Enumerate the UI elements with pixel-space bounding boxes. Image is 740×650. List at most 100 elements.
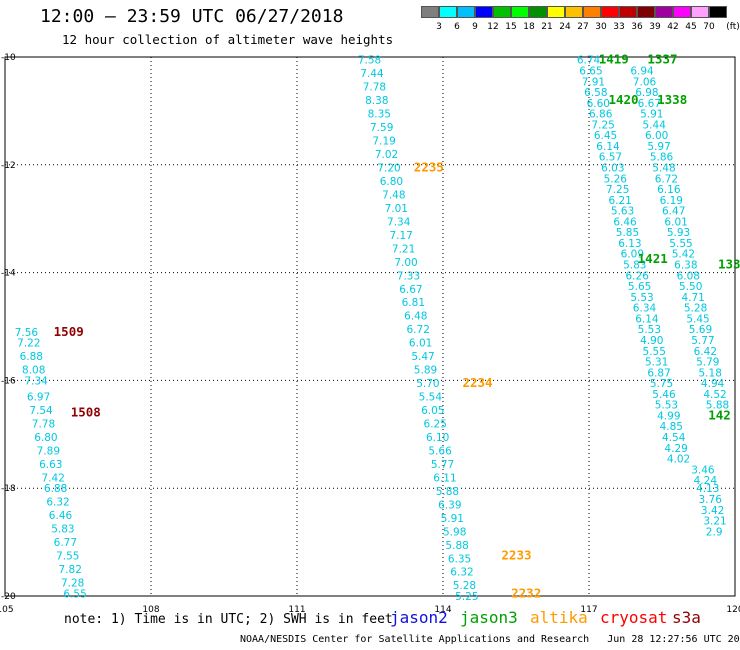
colorbar-swatch — [493, 6, 511, 18]
wave-height-value: 6.94 — [630, 65, 654, 77]
wave-height-value: 5.77 — [431, 459, 454, 471]
wave-height-value: 6.81 — [402, 297, 425, 309]
wave-height-value: 5.44 — [643, 119, 667, 131]
wave-height-value: 6.26 — [626, 270, 650, 282]
wave-height-value: 3.46 — [691, 464, 715, 476]
wave-height-value: 6.72 — [407, 324, 430, 336]
colorbar-swatch — [673, 6, 691, 18]
wave-height-value: 6.80 — [34, 432, 57, 444]
wave-height-value: 5.93 — [667, 227, 690, 239]
wave-height-value: 6.63 — [39, 459, 62, 471]
colorbar-tick-label: 12 — [487, 22, 499, 32]
wave-height-value: 7.44 — [360, 68, 384, 80]
colorbar-swatch — [421, 6, 439, 18]
wave-height-value: 5.53 — [630, 292, 653, 304]
colorbar-swatch — [619, 6, 637, 18]
note-text: note: 1) Time is in UTC; 2) SWH is in fe… — [64, 612, 393, 627]
colorbar-tick-label: 33 — [613, 22, 625, 32]
wave-height-value: 6.42 — [694, 346, 717, 358]
chart-title: 12:00 – 23:59 UTC 06/27/2018 — [40, 6, 344, 27]
wave-height-value: 5.83 — [51, 524, 74, 536]
wave-height-value: 7.21 — [392, 243, 415, 255]
wave-height-value: 7.06 — [633, 76, 657, 88]
wave-height-value: 6.01 — [409, 338, 432, 350]
wave-height-value: 5.50 — [679, 281, 702, 293]
wave-height-value: 7.78 — [32, 419, 55, 431]
wave-height-value: 6.60 — [587, 98, 610, 110]
x-tick-label: 111 — [288, 605, 305, 615]
wave-height-value: 6.25 — [424, 419, 447, 431]
colorbar-tick-label: 3 — [436, 22, 442, 32]
time-label: 1339 — [718, 257, 740, 272]
colorbar-swatch — [601, 6, 619, 18]
y-tick-label: -12 — [1, 161, 16, 171]
wave-height-value: 5.88 — [445, 540, 468, 552]
wave-height-value: 5.18 — [699, 367, 722, 379]
x-tick-label: 114 — [434, 605, 451, 615]
y-tick-label: -16 — [1, 376, 16, 386]
wave-height-value: 5.48 — [652, 162, 675, 174]
wave-height-value: 5.45 — [686, 313, 709, 325]
wave-height-value: 5.86 — [650, 152, 674, 164]
wave-height-value: 7.22 — [17, 338, 40, 350]
wave-height-value: 7.89 — [37, 445, 60, 457]
colorbar-swatch — [691, 6, 709, 18]
wave-height-value: 5.47 — [411, 351, 434, 363]
wave-height-value: 7.25 — [606, 184, 629, 196]
wave-height-value: 7.82 — [59, 564, 82, 576]
wave-height-value: 7.34 — [387, 216, 411, 228]
time-label: 2234 — [462, 375, 492, 390]
wave-height-value: 3.42 — [701, 505, 724, 517]
wave-height-value: 5.65 — [628, 281, 651, 293]
legend-s3a: s3a — [672, 608, 701, 627]
wave-height-value: 6.48 — [404, 311, 427, 323]
wave-height-value: 6.14 — [596, 141, 620, 153]
wave-height-value: 7.01 — [385, 203, 408, 215]
wave-height-value: 7.56 — [15, 327, 39, 339]
wave-height-value: 7.91 — [582, 76, 605, 88]
wave-height-value: 7.78 — [363, 82, 386, 94]
colorbar-swatch — [565, 6, 583, 18]
wave-height-value: 5.70 — [416, 378, 439, 390]
wave-height-value: 6.32 — [450, 567, 473, 579]
legend-jason3: jason3 — [460, 608, 518, 627]
wave-height-value: 6.72 — [655, 173, 678, 185]
wave-height-value: 6.39 — [438, 499, 461, 511]
x-tick-label: 117 — [580, 605, 597, 615]
wave-height-value: 6.65 — [579, 65, 602, 77]
legend-altika: altika — [530, 608, 588, 627]
colorbar-swatch — [529, 6, 547, 18]
y-tick-label: -18 — [1, 484, 16, 494]
wave-height-value: 7.28 — [61, 578, 84, 590]
wave-height-value: 7.02 — [375, 149, 398, 161]
wave-height-value: 6.47 — [662, 206, 685, 218]
wave-height-value: 6.88 — [20, 351, 43, 363]
time-label: 2233 — [501, 548, 531, 563]
wave-height-value: 3.76 — [699, 494, 723, 506]
wave-height-value: 5.54 — [419, 392, 443, 404]
wave-height-value: 5.46 — [652, 389, 676, 401]
wave-height-value: 5.63 — [611, 206, 634, 218]
wave-height-value: 4.52 — [703, 389, 726, 401]
wave-height-value: 5.97 — [647, 141, 670, 153]
wave-height-value: 4.24 — [694, 475, 718, 487]
wave-height-value: 5.53 — [655, 400, 678, 412]
wave-height-value: 4.02 — [667, 454, 690, 466]
wave-height-value: 6.88 — [44, 483, 67, 495]
wave-height-value: 6.38 — [674, 260, 697, 272]
wave-height-value: 5.91 — [640, 109, 663, 121]
wave-height-value: 5.89 — [414, 365, 437, 377]
wave-height-value: 5.88 — [436, 486, 459, 498]
legend-row: note: 1) Time is in UTC; 2) SWH is in fe… — [0, 608, 740, 632]
x-tick-label: 105 — [0, 605, 14, 615]
wave-height-value: 5.98 — [443, 526, 466, 538]
time-label: 1508 — [71, 405, 101, 420]
wave-height-value: 4.29 — [664, 443, 687, 455]
wave-height-value: 5.26 — [604, 173, 628, 185]
wave-height-value: 6.87 — [647, 367, 670, 379]
wave-height-value: 5.91 — [441, 513, 464, 525]
wave-height-value: 7.20 — [377, 162, 400, 174]
wave-height-value: 5.53 — [638, 324, 661, 336]
time-label: 1419 — [599, 52, 629, 67]
wave-height-value: 5.31 — [645, 357, 668, 369]
